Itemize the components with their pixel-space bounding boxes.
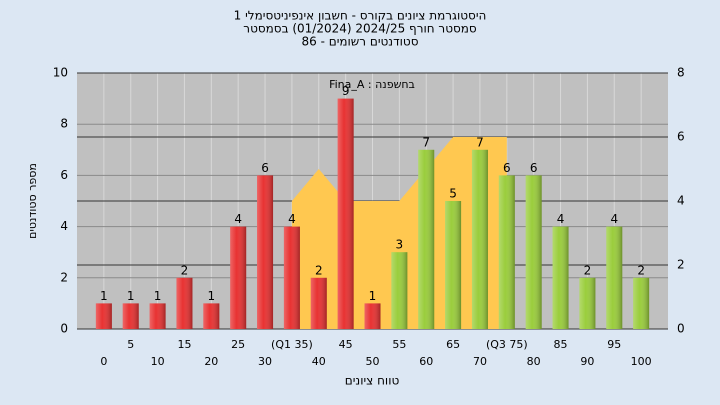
y-tick-label: 2 (60, 270, 68, 284)
x-tick-label: (Q1 35) (271, 338, 313, 351)
bar-shade (122, 303, 139, 329)
y-axis-label: מספר סטודנטים (26, 163, 39, 239)
x-tick-label: 45 (339, 338, 353, 351)
x-tick-label: 15 (177, 338, 191, 351)
data-label: 6 (503, 161, 511, 175)
bar-shade (471, 149, 488, 329)
bar-shade (418, 149, 435, 329)
data-label: 1 (207, 289, 215, 303)
bar-shade (633, 277, 650, 329)
x-tick-label: 20 (204, 355, 218, 368)
data-label: 2 (181, 263, 189, 277)
data-label: 4 (288, 212, 296, 226)
y2-tick-label: 6 (677, 130, 685, 144)
x-tick-label: 65 (446, 338, 460, 351)
y2-tick-label: 0 (677, 322, 685, 336)
data-label: 4 (610, 212, 618, 226)
data-label: 4 (557, 212, 565, 226)
x-tick-label: 5 (127, 338, 134, 351)
x-tick-label: 0 (100, 355, 107, 368)
bar-shade (525, 175, 542, 329)
data-label: 1 (127, 289, 135, 303)
x-tick-label: 25 (231, 338, 245, 351)
bar-shade (203, 303, 220, 329)
bar-shade (257, 175, 274, 329)
data-label: 1 (369, 289, 377, 303)
bar-shade (310, 277, 327, 329)
data-label: 3 (396, 238, 404, 252)
y2-tick-label: 2 (677, 258, 685, 272)
x-tick-label: 80 (527, 355, 541, 368)
x-tick-label: 40 (312, 355, 326, 368)
data-label: 6 (530, 161, 538, 175)
data-label: 2 (584, 263, 592, 277)
x-tick-label: 85 (554, 338, 568, 351)
bar-shade (445, 201, 462, 329)
data-label: 7 (422, 135, 430, 149)
chart-title: סמסטר חורף 2024/25 (01/2024) בסמסטר (243, 22, 477, 36)
data-label: 6 (261, 161, 269, 175)
bar-shade (176, 277, 193, 329)
bar-shade (95, 303, 112, 329)
bar-shade (337, 98, 354, 329)
data-label: 4 (234, 212, 242, 226)
x-tick-label: 10 (151, 355, 165, 368)
data-label: 7 (476, 135, 484, 149)
y-tick-label: 4 (60, 219, 68, 233)
x-tick-label: 90 (580, 355, 594, 368)
y-tick-label: 6 (60, 168, 68, 182)
bar-shade (552, 226, 569, 329)
x-tick-label: 60 (419, 355, 433, 368)
y2-tick-label: 4 (677, 194, 685, 208)
bar-shade (606, 226, 623, 329)
x-tick-label: (Q3 75) (486, 338, 528, 351)
x-tick-label: 70 (473, 355, 487, 368)
y-tick-label: 10 (53, 66, 68, 80)
bar-shade (283, 226, 300, 329)
annotation: בחשפנה : Fina_A (329, 78, 415, 91)
data-label: 1 (100, 289, 108, 303)
y-tick-label: 0 (60, 322, 68, 336)
bar-shade (391, 252, 408, 329)
bar-shade (364, 303, 381, 329)
data-label: 1 (154, 289, 162, 303)
bar-shade (579, 277, 596, 329)
x-tick-label: 100 (631, 355, 652, 368)
bar-shade (230, 226, 247, 329)
x-axis-label: טווח ציונים (345, 374, 400, 388)
x-tick-label: 50 (366, 355, 380, 368)
bar-shade (149, 303, 166, 329)
x-tick-label: 55 (392, 338, 406, 351)
bar-shade (498, 175, 515, 329)
x-tick-label: 95 (607, 338, 621, 351)
x-tick-label: 30 (258, 355, 272, 368)
y-tick-label: 8 (60, 117, 68, 131)
y2-tick-label: 8 (677, 66, 685, 80)
data-label: 2 (315, 263, 323, 277)
chart-title: סטודנטים רשומים - 86 (301, 35, 418, 49)
data-label: 2 (637, 263, 645, 277)
chart-title: היסטוגרמת ציונים בקורס - חשבון אינפיניטס… (234, 9, 487, 23)
data-label: 5 (449, 187, 457, 201)
data-label: 9 (342, 84, 350, 98)
